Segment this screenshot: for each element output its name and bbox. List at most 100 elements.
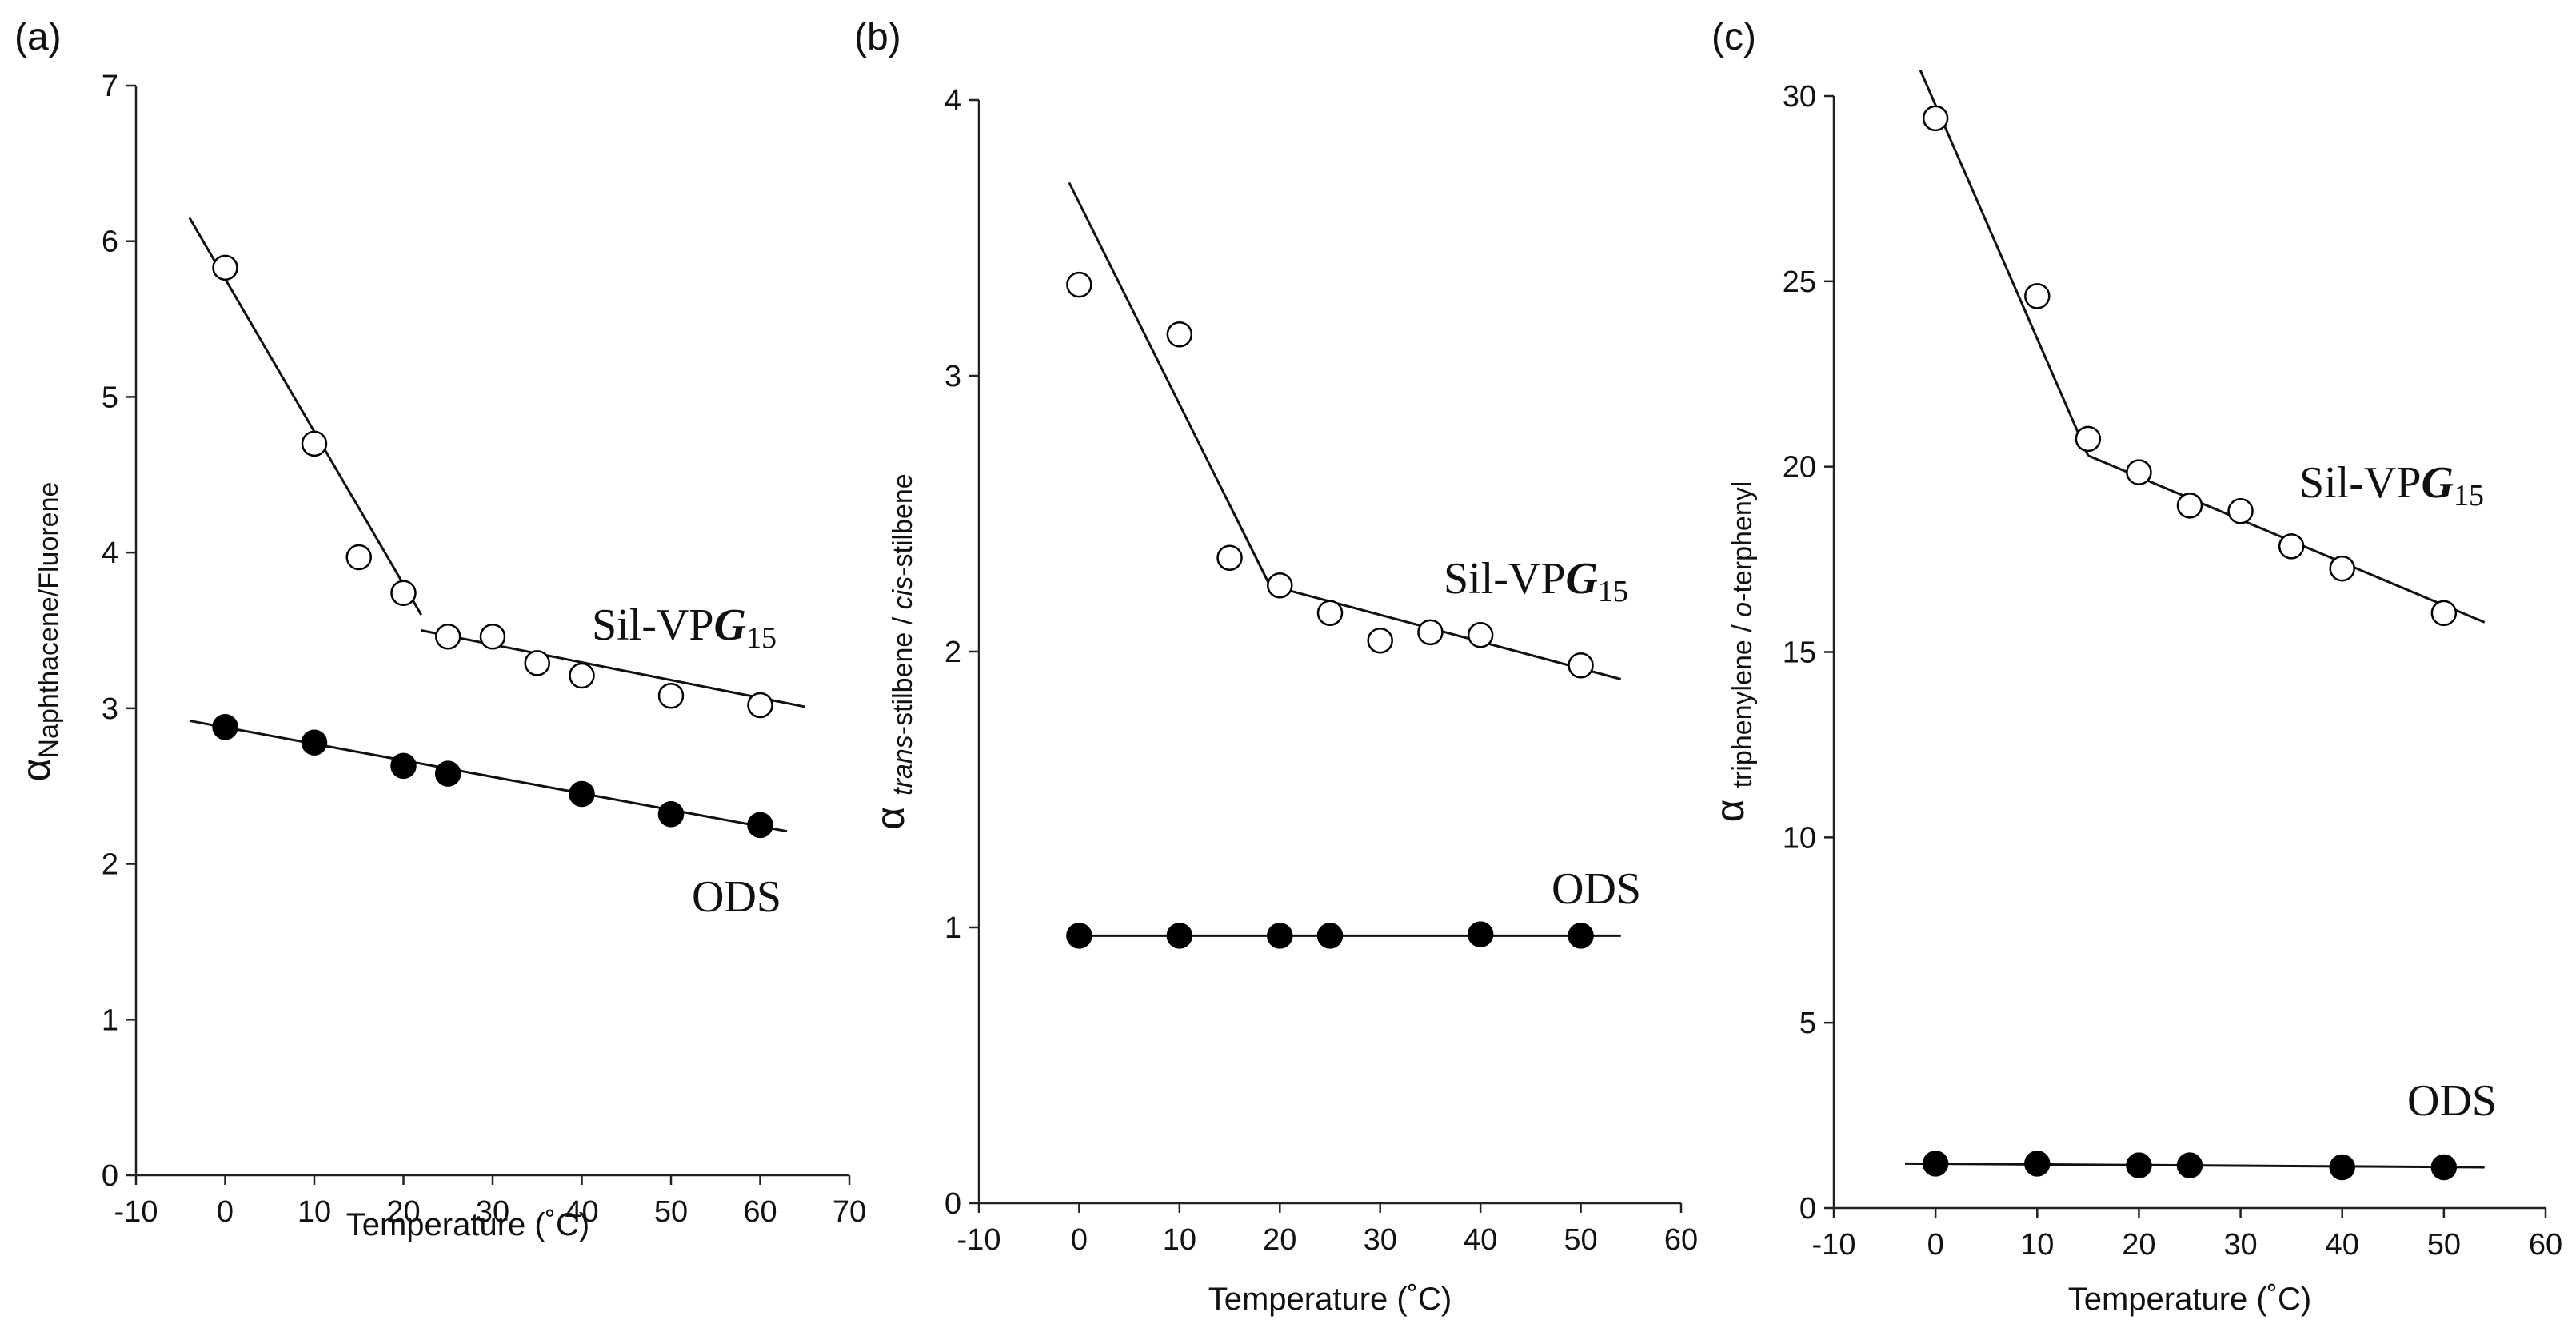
data-point-ods bbox=[1467, 921, 1494, 947]
x-tick-label: 50 bbox=[2427, 1228, 2461, 1262]
data-point-ods bbox=[1922, 1151, 1949, 1177]
panel-label: (a) bbox=[14, 16, 62, 58]
x-tick-label: 50 bbox=[654, 1195, 688, 1229]
x-axis-title: Temperature (˚C) bbox=[2068, 1282, 2312, 1317]
x-tick-label: 60 bbox=[743, 1195, 777, 1229]
fit-line-ods bbox=[189, 719, 788, 833]
y-axis-title-subscript: o bbox=[1727, 602, 1758, 617]
data-point-sil-vpg15 bbox=[1267, 572, 1293, 599]
data-point-sil-vpg15 bbox=[1417, 619, 1444, 646]
x-tick-label: 50 bbox=[1564, 1223, 1597, 1257]
data-point-sil-vpg15 bbox=[1467, 622, 1494, 648]
data-point-sil-vpg15 bbox=[747, 692, 773, 719]
series-label-sil-vpg15: Sil-VPG15 bbox=[1444, 554, 1628, 608]
panel-label: (b) bbox=[854, 16, 901, 58]
y-tick-label: 20 bbox=[1783, 451, 1816, 485]
y-tick-label: 5 bbox=[1799, 1007, 1816, 1040]
y-tick-label: 1 bbox=[102, 1003, 118, 1037]
y-tick-label: 0 bbox=[1799, 1192, 1816, 1226]
y-tick-label: 30 bbox=[1783, 80, 1816, 114]
data-point-sil-vpg15 bbox=[1922, 105, 1949, 132]
data-point-ods bbox=[2430, 1154, 2458, 1181]
y-tick-label: 3 bbox=[945, 360, 961, 393]
data-point-sil-vpg15 bbox=[2329, 555, 2355, 582]
y-axis-title-subscript: cis bbox=[888, 576, 918, 610]
x-tick-label: 30 bbox=[1364, 1223, 1397, 1257]
y-tick-label: 2 bbox=[102, 848, 118, 882]
data-point-ods bbox=[1267, 923, 1293, 949]
data-point-ods bbox=[390, 752, 417, 780]
x-tick-label: 40 bbox=[2326, 1228, 2359, 1262]
data-point-ods bbox=[212, 713, 238, 740]
data-point-ods bbox=[1316, 923, 1344, 949]
y-tick-label: 10 bbox=[1783, 821, 1816, 855]
data-point-sil-vpg15 bbox=[2176, 493, 2203, 519]
series-label-ods: ODS bbox=[1552, 864, 1641, 914]
x-tick-label: 30 bbox=[2223, 1228, 2257, 1262]
x-tick-label: -10 bbox=[957, 1223, 1001, 1257]
y-tick-label: 0 bbox=[945, 1187, 961, 1221]
fit-line-sil-vpg15 bbox=[1919, 69, 2090, 457]
data-point-sil-vpg15 bbox=[1568, 652, 1594, 679]
y-tick-label: 25 bbox=[1783, 265, 1816, 299]
x-tick-label: 10 bbox=[298, 1195, 331, 1229]
y-axis-title-subscript: -stilbene bbox=[888, 473, 918, 576]
data-point-ods bbox=[1166, 923, 1193, 949]
data-point-sil-vpg15 bbox=[435, 624, 461, 650]
x-tick-label: 40 bbox=[1464, 1223, 1497, 1257]
data-point-sil-vpg15 bbox=[2126, 459, 2152, 485]
y-tick-label: 3 bbox=[102, 692, 118, 726]
data-point-sil-vpg15 bbox=[569, 662, 595, 689]
x-tick-label: 10 bbox=[2020, 1228, 2054, 1262]
data-point-sil-vpg15 bbox=[2075, 425, 2102, 453]
data-point-ods bbox=[435, 760, 461, 787]
x-tick-label: 70 bbox=[833, 1195, 866, 1229]
x-tick-label: 60 bbox=[1664, 1223, 1698, 1257]
data-point-sil-vpg15 bbox=[524, 650, 550, 676]
data-point-sil-vpg15 bbox=[1367, 627, 1393, 654]
y-tick-label: 2 bbox=[945, 636, 961, 669]
y-tick-label: 6 bbox=[102, 225, 118, 259]
y-axis-title: αNaphthacene/Fluorene bbox=[14, 482, 64, 782]
y-axis-title-subscript: Naphthacene/Fluorene bbox=[34, 482, 64, 759]
y-axis-title-alpha: α bbox=[1707, 799, 1752, 822]
y-axis-title: α triphenylene / o-terphenyl bbox=[1707, 481, 1758, 823]
x-tick-label: -10 bbox=[114, 1195, 158, 1229]
y-axis-title-alpha: α bbox=[868, 807, 913, 830]
data-point-ods bbox=[569, 780, 595, 808]
y-axis-title-subscript: -stilbene / bbox=[888, 609, 918, 735]
panel-label: (c) bbox=[1711, 16, 1756, 58]
y-tick-label: 5 bbox=[102, 381, 118, 414]
data-point-ods bbox=[2126, 1152, 2152, 1178]
data-point-ods bbox=[301, 729, 328, 756]
data-point-sil-vpg15 bbox=[479, 624, 506, 650]
y-tick-label: 0 bbox=[102, 1159, 118, 1193]
data-point-sil-vpg15 bbox=[657, 683, 685, 709]
y-tick-label: 7 bbox=[102, 70, 118, 103]
series-label-sil-vpg15: Sil-VPG15 bbox=[592, 600, 777, 655]
data-point-ods bbox=[1066, 923, 1092, 949]
data-point-sil-vpg15 bbox=[1316, 600, 1344, 626]
fit-line-sil-vpg15 bbox=[188, 217, 423, 616]
data-point-sil-vpg15 bbox=[1166, 321, 1193, 348]
x-tick-label: 30 bbox=[476, 1195, 509, 1229]
data-point-ods bbox=[1568, 923, 1594, 949]
x-tick-label: 20 bbox=[2122, 1228, 2155, 1262]
y-tick-label: 15 bbox=[1783, 636, 1816, 670]
y-tick-label: 4 bbox=[102, 536, 118, 570]
y-axis-title-subscript: trans bbox=[888, 735, 918, 796]
y-axis-title: α trans-stilbene / cis-stilbene bbox=[868, 473, 918, 829]
data-point-sil-vpg15 bbox=[345, 544, 372, 571]
x-tick-label: 60 bbox=[2529, 1228, 2562, 1262]
y-axis-title-alpha: α bbox=[14, 759, 58, 782]
x-tick-label: 10 bbox=[1163, 1223, 1196, 1257]
series-label-sil-vpg15: Sil-VPG15 bbox=[2299, 458, 2484, 512]
fit-line-sil-vpg15 bbox=[1068, 181, 1272, 586]
data-point-ods bbox=[747, 812, 773, 839]
y-axis-title-subscript: -terphenyl bbox=[1727, 481, 1758, 602]
data-point-sil-vpg15 bbox=[301, 430, 328, 457]
